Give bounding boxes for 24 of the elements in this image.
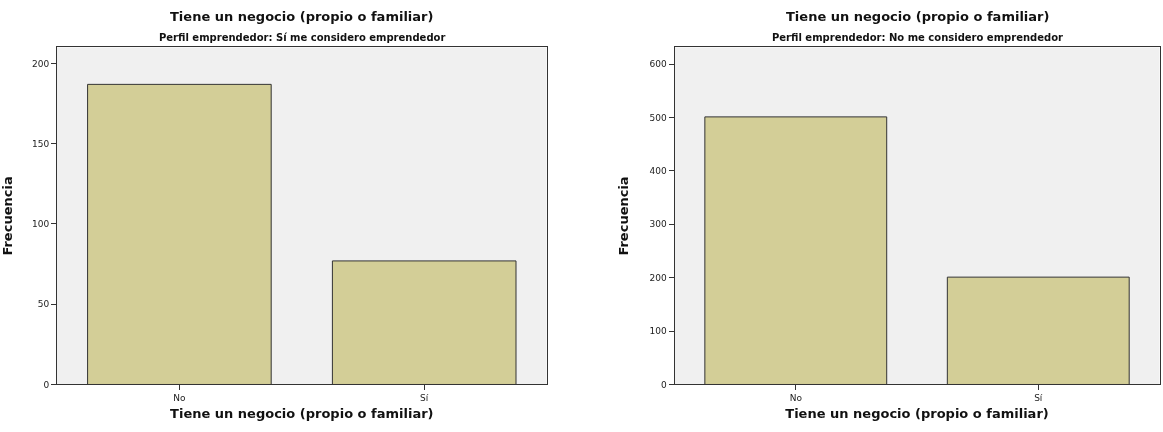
y-tick-label: 300 [649, 219, 667, 230]
y-tick-label: 0 [661, 379, 668, 390]
y-tick-label: 100 [649, 326, 667, 337]
y-tick-label: 500 [649, 112, 667, 123]
x-axis-title: Tiene un negocio (propio o familiar) [785, 405, 1049, 421]
y-axis-title: Frecuencia [0, 176, 15, 256]
y-tick-label: 100 [32, 219, 50, 230]
chart-subtitle: Perfil emprendedor: Sí me considero emprendedor [159, 32, 446, 43]
x-tick-label: Sí [1034, 393, 1043, 404]
y-tick-label: 200 [32, 58, 50, 69]
y-tick-label: 50 [37, 299, 50, 310]
y-tick-label: 200 [649, 272, 667, 283]
y-tick-label: 0 [43, 379, 50, 390]
chart-title: Tiene un negocio (propio o familiar) [170, 9, 434, 24]
x-tick-label: Sí [420, 393, 429, 404]
x-axis-title: Tiene un negocio (propio o familiar) [170, 405, 434, 421]
y-tick-label: 600 [649, 59, 667, 70]
chart-subtitle: Perfil emprendedor: No me considero emprendedor [772, 32, 1064, 43]
y-tick-label: 150 [32, 138, 50, 149]
x-tick-label: No [173, 393, 186, 404]
x-tick-label: No [789, 393, 803, 404]
chart-title: Tiene un negocio (propio o familiar) [786, 9, 1050, 24]
y-axis-title: Frecuencia [615, 176, 631, 256]
y-tick-label: 400 [649, 165, 667, 176]
